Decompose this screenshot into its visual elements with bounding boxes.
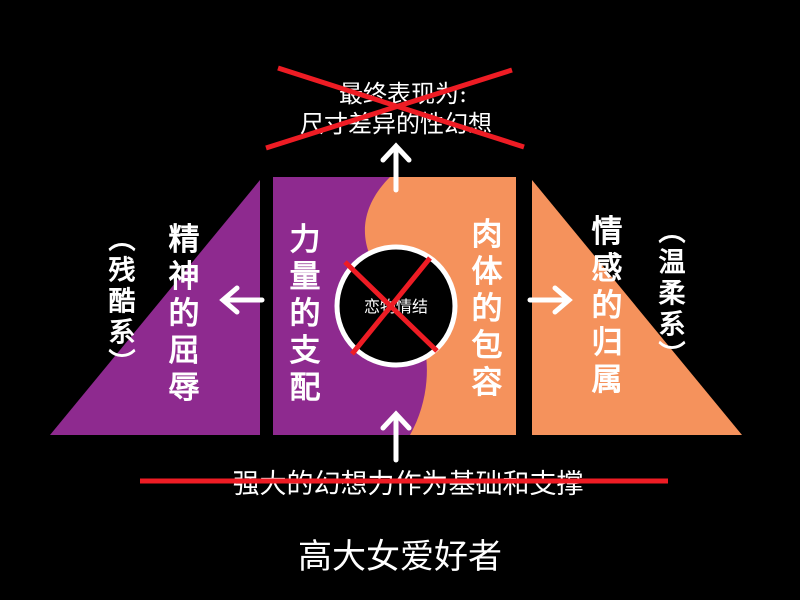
center-label: 恋物情结 <box>364 297 428 316</box>
vertical-char: 系 <box>109 318 136 349</box>
vertical-char: 感 <box>592 251 623 287</box>
vertical-left-outer: ︵残酷系︶ <box>109 225 136 380</box>
bottom-title: 高大女爱好者 <box>298 537 502 577</box>
bottom-struck-text: 强大的幻想力作为基础和支撑 <box>233 469 584 500</box>
vertical-char: 情 <box>592 214 623 250</box>
left-trapezoid-purple <box>50 180 260 435</box>
vertical-char: 精 <box>169 222 200 258</box>
vertical-char: 属 <box>592 362 623 398</box>
vertical-char: 力 <box>290 222 321 258</box>
top-cross-line-2 <box>265 67 513 151</box>
vertical-char: 辱 <box>169 370 200 406</box>
vertical-char: 柔 <box>659 279 686 310</box>
vertical-char: 残 <box>109 256 136 287</box>
vertical-char: 的 <box>472 291 503 327</box>
vertical-char: ︶ <box>659 341 686 372</box>
vertical-char: 容 <box>472 365 503 401</box>
left-arrow <box>219 285 265 315</box>
top-text-line2: 尺寸差异的性幻想 <box>300 110 492 138</box>
right-arrow <box>527 285 573 315</box>
vertical-char: 配 <box>290 370 321 406</box>
vertical-char: 肉 <box>472 217 503 253</box>
vertical-char: 系 <box>659 310 686 341</box>
center-cross-line-2 <box>350 256 432 356</box>
vertical-right-outer: ︵温柔系︶ <box>659 217 686 372</box>
up-arrow-top <box>380 142 412 193</box>
vertical-char: 神 <box>169 259 200 295</box>
vertical-char: 支 <box>290 333 321 369</box>
vertical-char: 的 <box>169 296 200 332</box>
vertical-char: 量 <box>290 259 321 295</box>
vertical-char: 酷 <box>109 287 136 318</box>
vertical-char: ︵ <box>109 225 136 256</box>
vertical-char: 包 <box>472 328 503 364</box>
vertical-char: 屈 <box>169 333 200 369</box>
vertical-char: 的 <box>592 288 623 324</box>
vertical-char: ︵ <box>659 217 686 248</box>
right-trapezoid-orange <box>532 180 742 435</box>
vertical-char: 温 <box>659 248 686 279</box>
vertical-char: 归 <box>592 325 623 361</box>
up-arrow-bottom <box>380 410 412 463</box>
vertical-char: 体 <box>472 254 503 290</box>
vertical-char: 的 <box>290 296 321 332</box>
vertical-char: ︶ <box>109 349 136 380</box>
